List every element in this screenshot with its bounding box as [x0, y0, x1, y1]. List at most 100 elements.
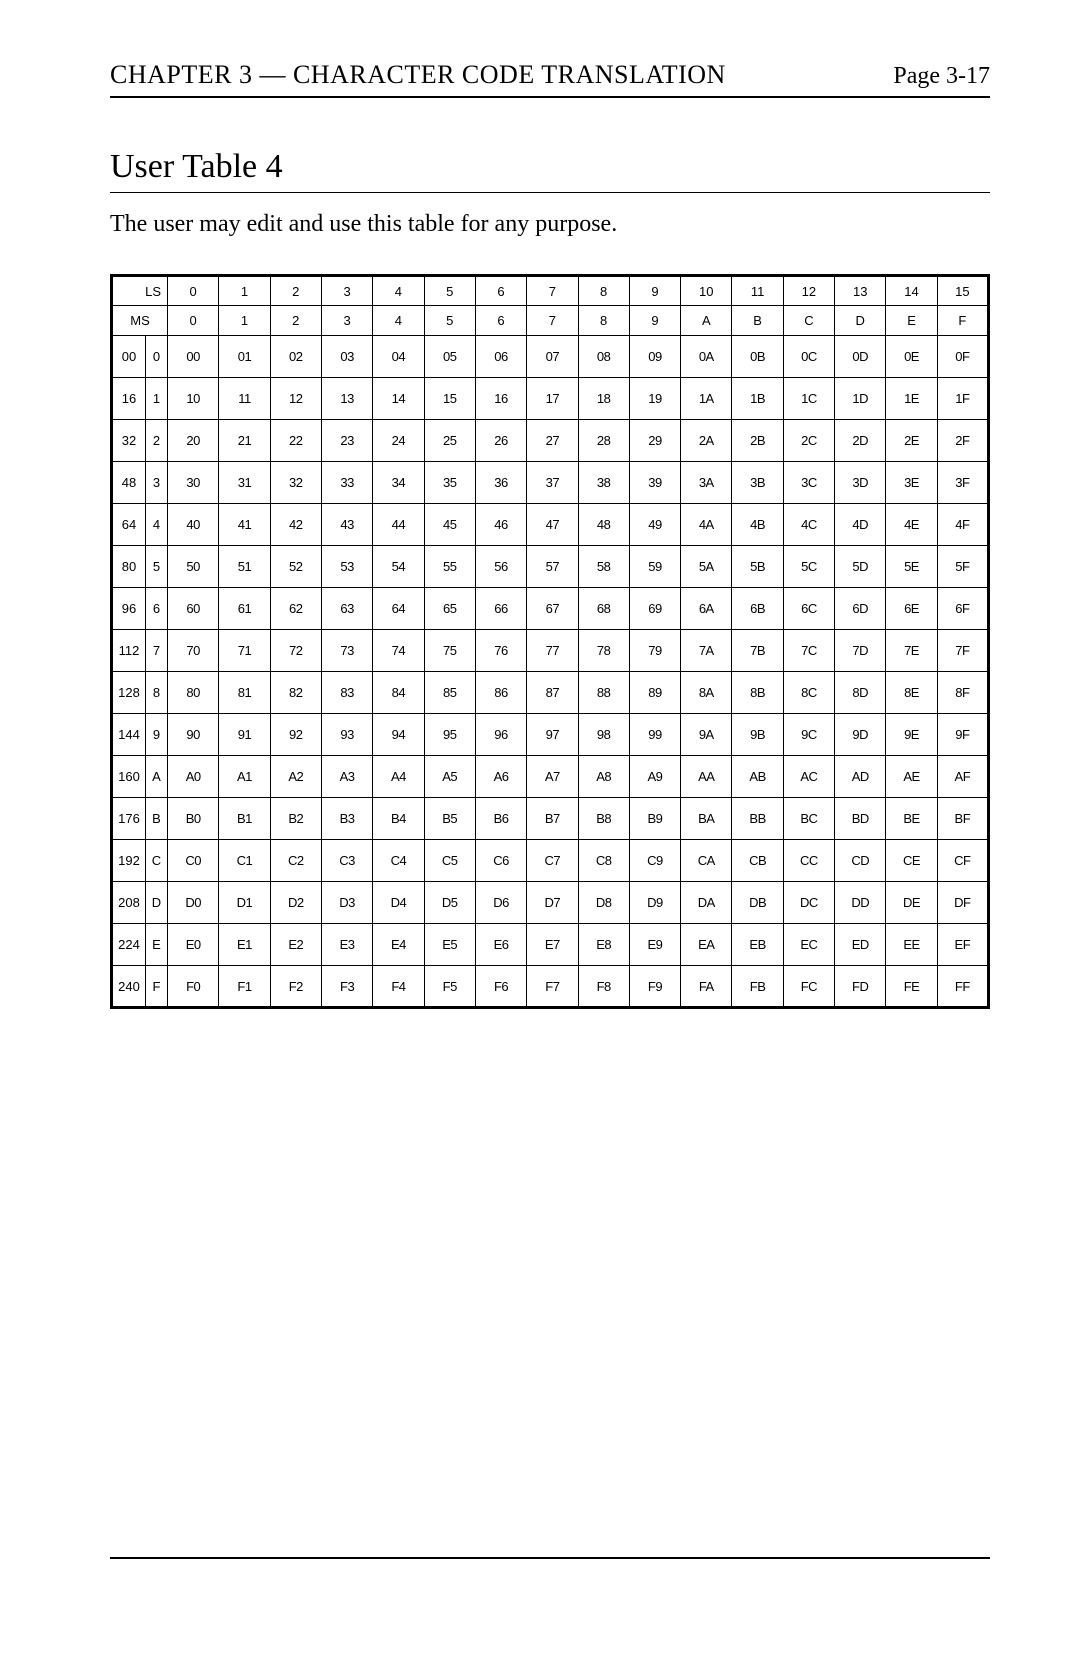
code-cell: 94	[373, 714, 424, 756]
row-dec-label: 64	[112, 504, 146, 546]
code-cell: 46	[475, 504, 526, 546]
table-row: 208DD0D1D2D3D4D5D6D7D8D9DADBDCDDDEDF	[112, 882, 989, 924]
code-cell: BD	[835, 798, 886, 840]
code-cell: 0A	[681, 336, 732, 378]
code-cell: 26	[475, 420, 526, 462]
code-cell: 95	[424, 714, 475, 756]
ls-hex-header-2: 2	[270, 306, 321, 336]
code-cell: 85	[424, 672, 475, 714]
code-cell: 53	[321, 546, 372, 588]
code-cell: DB	[732, 882, 783, 924]
code-cell: 7C	[783, 630, 834, 672]
code-cell: 0F	[937, 336, 988, 378]
code-cell: B9	[629, 798, 680, 840]
code-cell: 7A	[681, 630, 732, 672]
code-cell: 39	[629, 462, 680, 504]
code-cell: 08	[578, 336, 629, 378]
code-cell: 7E	[886, 630, 937, 672]
code-cell: B3	[321, 798, 372, 840]
code-cell: D7	[527, 882, 578, 924]
code-cell: 37	[527, 462, 578, 504]
code-cell: 1B	[732, 378, 783, 420]
code-cell: FA	[681, 966, 732, 1008]
code-cell: 54	[373, 546, 424, 588]
code-cell: D6	[475, 882, 526, 924]
chapter-title: CHAPTER 3 — CHARACTER CODE TRANSLATION	[110, 60, 726, 90]
code-cell: A9	[629, 756, 680, 798]
code-cell: B1	[219, 798, 270, 840]
code-cell: 0D	[835, 336, 886, 378]
code-cell: 17	[527, 378, 578, 420]
code-cell: 52	[270, 546, 321, 588]
code-cell: CB	[732, 840, 783, 882]
code-cell: 87	[527, 672, 578, 714]
code-cell: 12	[270, 378, 321, 420]
ls-hex-header-10: A	[681, 306, 732, 336]
code-cell: 65	[424, 588, 475, 630]
code-cell: 29	[629, 420, 680, 462]
row-dec-label: 16	[112, 378, 146, 420]
table-row: 000000102030405060708090A0B0C0D0E0F	[112, 336, 989, 378]
code-cell: 7F	[937, 630, 988, 672]
code-cell: 16	[475, 378, 526, 420]
code-cell: E7	[527, 924, 578, 966]
code-cell: C6	[475, 840, 526, 882]
row-dec-label: 80	[112, 546, 146, 588]
code-cell: BB	[732, 798, 783, 840]
code-cell: 40	[168, 504, 219, 546]
code-cell: 78	[578, 630, 629, 672]
code-cell: 4A	[681, 504, 732, 546]
code-cell: 24	[373, 420, 424, 462]
code-cell: B7	[527, 798, 578, 840]
code-cell: 14	[373, 378, 424, 420]
row-dec-label: 240	[112, 966, 146, 1008]
code-cell: AE	[886, 756, 937, 798]
row-hex-label: 5	[146, 546, 168, 588]
code-cell: E2	[270, 924, 321, 966]
ls-hex-header-6: 6	[475, 306, 526, 336]
code-cell: 1E	[886, 378, 937, 420]
code-cell: 00	[168, 336, 219, 378]
code-cell: 82	[270, 672, 321, 714]
code-cell: DF	[937, 882, 988, 924]
code-cell: 2A	[681, 420, 732, 462]
ls-dec-header-13: 13	[835, 276, 886, 306]
code-cell: 98	[578, 714, 629, 756]
code-cell: BF	[937, 798, 988, 840]
code-cell: F8	[578, 966, 629, 1008]
ls-dec-header-9: 9	[629, 276, 680, 306]
footer-rule	[110, 1557, 990, 1559]
code-cell: 3E	[886, 462, 937, 504]
table-row: 966606162636465666768696A6B6C6D6E6F	[112, 588, 989, 630]
code-cell: 74	[373, 630, 424, 672]
table-row: 805505152535455565758595A5B5C5D5E5F	[112, 546, 989, 588]
code-cell: 0C	[783, 336, 834, 378]
ls-dec-header-15: 15	[937, 276, 988, 306]
ls-label: LS	[112, 276, 168, 306]
code-cell: 88	[578, 672, 629, 714]
code-cell: AC	[783, 756, 834, 798]
code-cell: 81	[219, 672, 270, 714]
ls-dec-header-0: 0	[168, 276, 219, 306]
code-cell: 5D	[835, 546, 886, 588]
row-hex-label: 8	[146, 672, 168, 714]
code-cell: 47	[527, 504, 578, 546]
code-cell: 5A	[681, 546, 732, 588]
code-cell: 55	[424, 546, 475, 588]
code-cell: 67	[527, 588, 578, 630]
row-dec-label: 192	[112, 840, 146, 882]
code-cell: 35	[424, 462, 475, 504]
ls-hex-header-0: 0	[168, 306, 219, 336]
code-cell: 02	[270, 336, 321, 378]
ls-hex-header-9: 9	[629, 306, 680, 336]
page-number: Page 3-17	[893, 63, 990, 90]
ls-hex-header-1: 1	[219, 306, 270, 336]
code-cell: D1	[219, 882, 270, 924]
code-cell: 69	[629, 588, 680, 630]
code-cell: 60	[168, 588, 219, 630]
code-cell: 3C	[783, 462, 834, 504]
code-cell: CA	[681, 840, 732, 882]
ls-dec-header-1: 1	[219, 276, 270, 306]
code-cell: 4B	[732, 504, 783, 546]
ls-dec-header-row: LS 0123456789101112131415	[112, 276, 989, 306]
